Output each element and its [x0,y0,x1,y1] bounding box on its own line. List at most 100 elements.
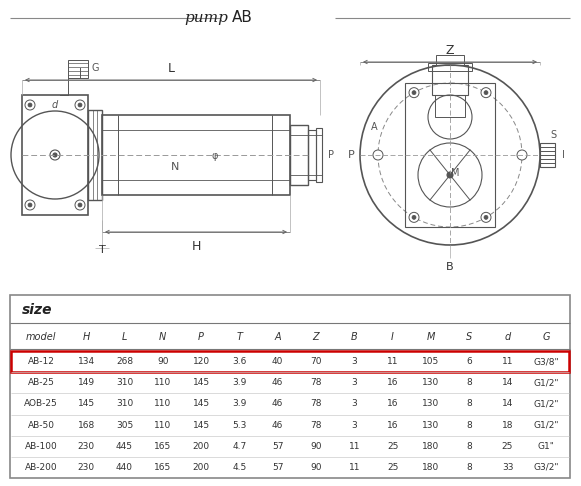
Text: 145: 145 [78,399,95,408]
Text: 445: 445 [116,442,133,451]
Text: S: S [466,332,472,342]
Text: G1/2": G1/2" [533,399,558,408]
Text: 110: 110 [154,378,171,387]
Text: P: P [198,332,204,342]
Text: 78: 78 [310,378,322,387]
Text: T: T [236,332,242,342]
Bar [308,130,316,180]
Bar [435,95,465,117]
Text: G1/2": G1/2" [533,420,558,430]
Text: 310: 310 [116,378,133,387]
Text: G: G [92,63,99,73]
Text: 134: 134 [78,357,95,366]
Text: 57: 57 [272,463,284,472]
Text: 3: 3 [352,378,357,387]
Circle shape [75,200,85,210]
Text: 110: 110 [154,420,171,430]
Text: 14: 14 [502,378,513,387]
Text: Z: Z [313,332,320,342]
Text: AB-100: AB-100 [24,442,58,451]
Bar [88,110,102,200]
Text: 57: 57 [272,442,284,451]
Text: 8: 8 [467,463,472,472]
Text: G: G [542,332,550,342]
Text: G3/8": G3/8" [533,357,559,366]
Text: 90: 90 [310,463,322,472]
Text: φ: φ [211,151,218,161]
Text: 3: 3 [352,357,357,366]
Text: 11: 11 [349,442,360,451]
Circle shape [78,103,82,107]
Text: 11: 11 [502,357,513,366]
Circle shape [484,91,488,95]
Text: M: M [451,168,459,178]
Text: 165: 165 [154,463,171,472]
Text: 145: 145 [192,378,210,387]
Text: 6: 6 [467,357,472,366]
Text: 130: 130 [422,420,440,430]
Text: 16: 16 [387,420,399,430]
Text: N: N [159,332,166,342]
Circle shape [28,203,32,207]
Circle shape [75,100,85,110]
Text: 33: 33 [502,463,513,472]
Text: Z: Z [446,44,454,57]
Text: 46: 46 [272,378,284,387]
Text: A: A [371,122,378,132]
Text: 310: 310 [116,399,133,408]
Text: S: S [550,130,556,140]
Text: 305: 305 [116,420,133,430]
Text: 11: 11 [349,463,360,472]
Text: 16: 16 [387,399,399,408]
Circle shape [517,150,527,160]
Text: H: H [191,240,200,253]
Circle shape [25,200,35,210]
Circle shape [373,150,383,160]
Text: H: H [83,332,90,342]
Circle shape [481,212,491,223]
Text: 3.9: 3.9 [232,378,246,387]
Text: 11: 11 [387,357,399,366]
Text: AB-50: AB-50 [27,420,55,430]
Text: 180: 180 [422,442,440,451]
Text: pump: pump [184,11,228,25]
Bar [290,125,308,185]
Text: G3/2": G3/2" [533,463,558,472]
Text: I: I [391,332,394,342]
Text: 145: 145 [192,399,210,408]
Text: 14: 14 [502,399,513,408]
Text: 78: 78 [310,399,322,408]
Text: AB-25: AB-25 [27,378,55,387]
Text: 46: 46 [272,420,284,430]
Circle shape [409,87,419,98]
Text: 145: 145 [192,420,210,430]
Circle shape [28,103,32,107]
Text: M: M [426,332,435,342]
Bar [540,143,555,167]
Text: 70: 70 [310,357,322,366]
Text: 165: 165 [154,442,171,451]
Text: size: size [22,303,52,317]
Circle shape [481,87,491,98]
Text: B: B [446,262,454,272]
Text: P: P [348,150,355,160]
Text: 3: 3 [352,420,357,430]
Text: 3: 3 [352,399,357,408]
Text: d: d [52,100,58,110]
Text: 180: 180 [422,463,440,472]
Bar [316,128,322,182]
Text: 8: 8 [467,399,472,408]
Bar [68,60,88,78]
Text: model: model [26,332,56,342]
Text: AB-12: AB-12 [27,357,55,366]
Text: AB: AB [232,11,253,25]
Text: A: A [274,332,281,342]
Text: 25: 25 [502,442,513,451]
Circle shape [78,203,82,207]
Text: d: d [504,332,511,342]
Text: 230: 230 [78,442,95,451]
Text: 90: 90 [157,357,168,366]
Circle shape [53,153,57,157]
Text: 168: 168 [77,420,95,430]
Text: 78: 78 [310,420,322,430]
